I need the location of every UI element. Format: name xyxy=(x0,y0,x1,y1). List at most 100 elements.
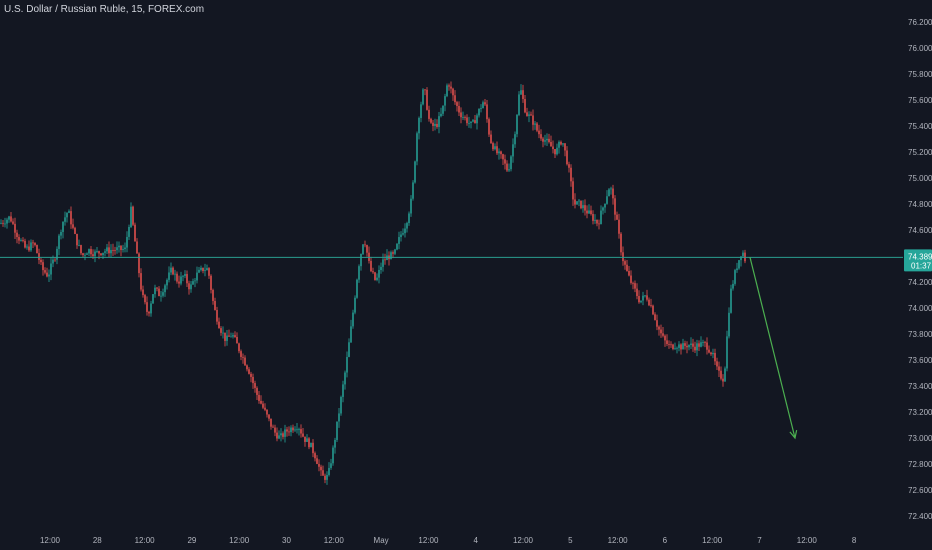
candle-body xyxy=(666,340,668,344)
candle-body xyxy=(694,346,696,351)
candle-body xyxy=(678,344,680,348)
candle-body xyxy=(148,311,150,314)
x-tick-label: 5 xyxy=(568,536,573,545)
candle-body xyxy=(362,244,364,254)
candle-body xyxy=(334,439,336,448)
x-tick-label: 4 xyxy=(473,536,478,545)
candle-body xyxy=(168,272,170,280)
candle-body xyxy=(636,288,638,297)
candle-body xyxy=(700,342,702,347)
candle-body xyxy=(468,122,470,124)
candle-body xyxy=(530,114,532,116)
candle-body xyxy=(532,115,534,125)
candle-body xyxy=(346,356,348,373)
candle-body xyxy=(292,427,294,431)
candle-body xyxy=(374,272,376,280)
y-tick-label: 74.600 xyxy=(908,226,932,235)
candle-body xyxy=(426,89,428,110)
candle-body xyxy=(140,273,142,290)
candle-body xyxy=(488,119,490,135)
candle-body xyxy=(536,123,538,131)
candle-body xyxy=(18,237,20,241)
candle-body xyxy=(122,249,124,250)
candle-body xyxy=(136,241,138,254)
candle-body xyxy=(90,249,92,255)
candle-body xyxy=(212,289,214,301)
candle-body xyxy=(696,343,698,351)
candle-body xyxy=(62,221,64,232)
candle-body xyxy=(166,279,168,286)
candle-body xyxy=(266,409,268,415)
x-axis[interactable]: 12:00 28 12:00 29 12:00 30 12:00 May 12:00 4 12:00… xyxy=(40,536,857,545)
candle-body xyxy=(398,237,400,244)
candle-body xyxy=(720,370,722,379)
candle-body xyxy=(588,210,590,214)
candle-body xyxy=(350,326,352,343)
candle-body xyxy=(482,102,484,109)
candle-body xyxy=(442,105,444,114)
candle-body xyxy=(174,273,176,275)
candle-body xyxy=(422,89,424,105)
candle-body xyxy=(704,342,706,343)
candle-body xyxy=(464,117,466,118)
candle-body xyxy=(740,256,742,261)
y-tick-label: 75.400 xyxy=(908,122,932,131)
candle-body xyxy=(676,347,678,349)
candle-body xyxy=(478,108,480,116)
candle-body xyxy=(320,466,322,471)
candle-body xyxy=(200,267,202,270)
y-tick-label: 73.200 xyxy=(908,408,932,417)
candle-body xyxy=(582,205,584,209)
candle-body xyxy=(36,245,38,254)
y-axis[interactable]: 76.200 76.000 75.800 75.600 75.400 75.200 75.0… xyxy=(908,18,932,521)
candle-body xyxy=(272,426,274,428)
candle-body xyxy=(268,414,270,419)
candle-body xyxy=(742,252,744,257)
candle-body xyxy=(452,88,454,96)
candle-body xyxy=(506,163,508,171)
candle-body xyxy=(706,342,708,350)
candle-body xyxy=(718,366,720,371)
candle-body xyxy=(240,351,242,357)
candle-body xyxy=(336,421,338,440)
candle-body xyxy=(70,211,72,225)
candle-body xyxy=(332,447,334,464)
candle-body xyxy=(618,219,620,234)
candle-body xyxy=(372,271,374,273)
y-tick-label: 75.800 xyxy=(908,70,932,79)
candle-body xyxy=(216,309,218,322)
candle-body xyxy=(114,250,116,251)
candle-body xyxy=(24,240,26,248)
candle-body xyxy=(502,154,504,160)
candle-body xyxy=(68,211,70,213)
candle-body xyxy=(472,120,474,122)
candle-body xyxy=(326,474,328,480)
candle-body xyxy=(368,252,370,261)
candle-body xyxy=(662,333,664,336)
candle-body xyxy=(438,116,440,127)
candle-body xyxy=(702,342,704,343)
candle-body xyxy=(440,113,442,117)
candle-body xyxy=(394,249,396,254)
candle-body xyxy=(470,121,472,123)
candle-body xyxy=(734,270,736,284)
candle-body xyxy=(128,226,130,237)
candle-body xyxy=(184,274,186,276)
price-badge-countdown: 01:37 xyxy=(911,261,932,270)
candle-body xyxy=(490,134,492,144)
candle-body xyxy=(510,156,512,170)
candle-body xyxy=(522,90,524,99)
candle-body xyxy=(172,267,174,275)
y-tick-label: 72.400 xyxy=(908,512,932,521)
candle-body xyxy=(14,223,16,233)
candle-body xyxy=(242,356,244,358)
candle-body xyxy=(448,85,450,87)
candle-body xyxy=(318,463,320,467)
candle-body xyxy=(230,336,232,338)
x-tick-label: May xyxy=(374,536,389,545)
y-tick-label: 74.000 xyxy=(908,304,932,313)
candle-body xyxy=(156,287,158,289)
candle-body xyxy=(576,201,578,205)
